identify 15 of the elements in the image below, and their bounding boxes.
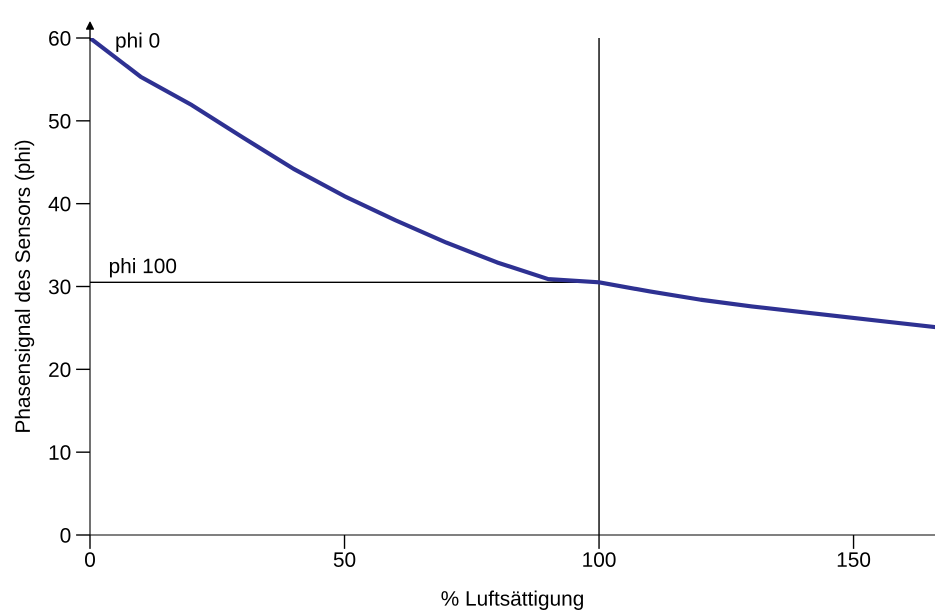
x-tick-label: 150 — [838, 552, 870, 567]
ref-line-label: phi 100 — [110, 258, 176, 278]
x-tick-label: 100 — [583, 552, 616, 567]
y-tick-label: 0 — [60, 528, 70, 543]
x-axis-title: % Luftsättigung — [441, 590, 583, 610]
annotation: phi 0 — [116, 32, 160, 52]
y-tick-label: 60 — [49, 31, 70, 46]
y-tick-label: 30 — [48, 280, 70, 294]
y-tick-label: 20 — [49, 362, 70, 378]
y-tick-label: 50 — [48, 114, 70, 129]
y-axis-title: Phasensignal des Sensors (phi) — [14, 140, 34, 432]
y-tick-label: 10 — [50, 445, 70, 460]
x-tick-label: 0 — [85, 552, 95, 567]
y-tick-label: 40 — [48, 196, 70, 212]
x-tick-label: 50 — [334, 552, 356, 567]
